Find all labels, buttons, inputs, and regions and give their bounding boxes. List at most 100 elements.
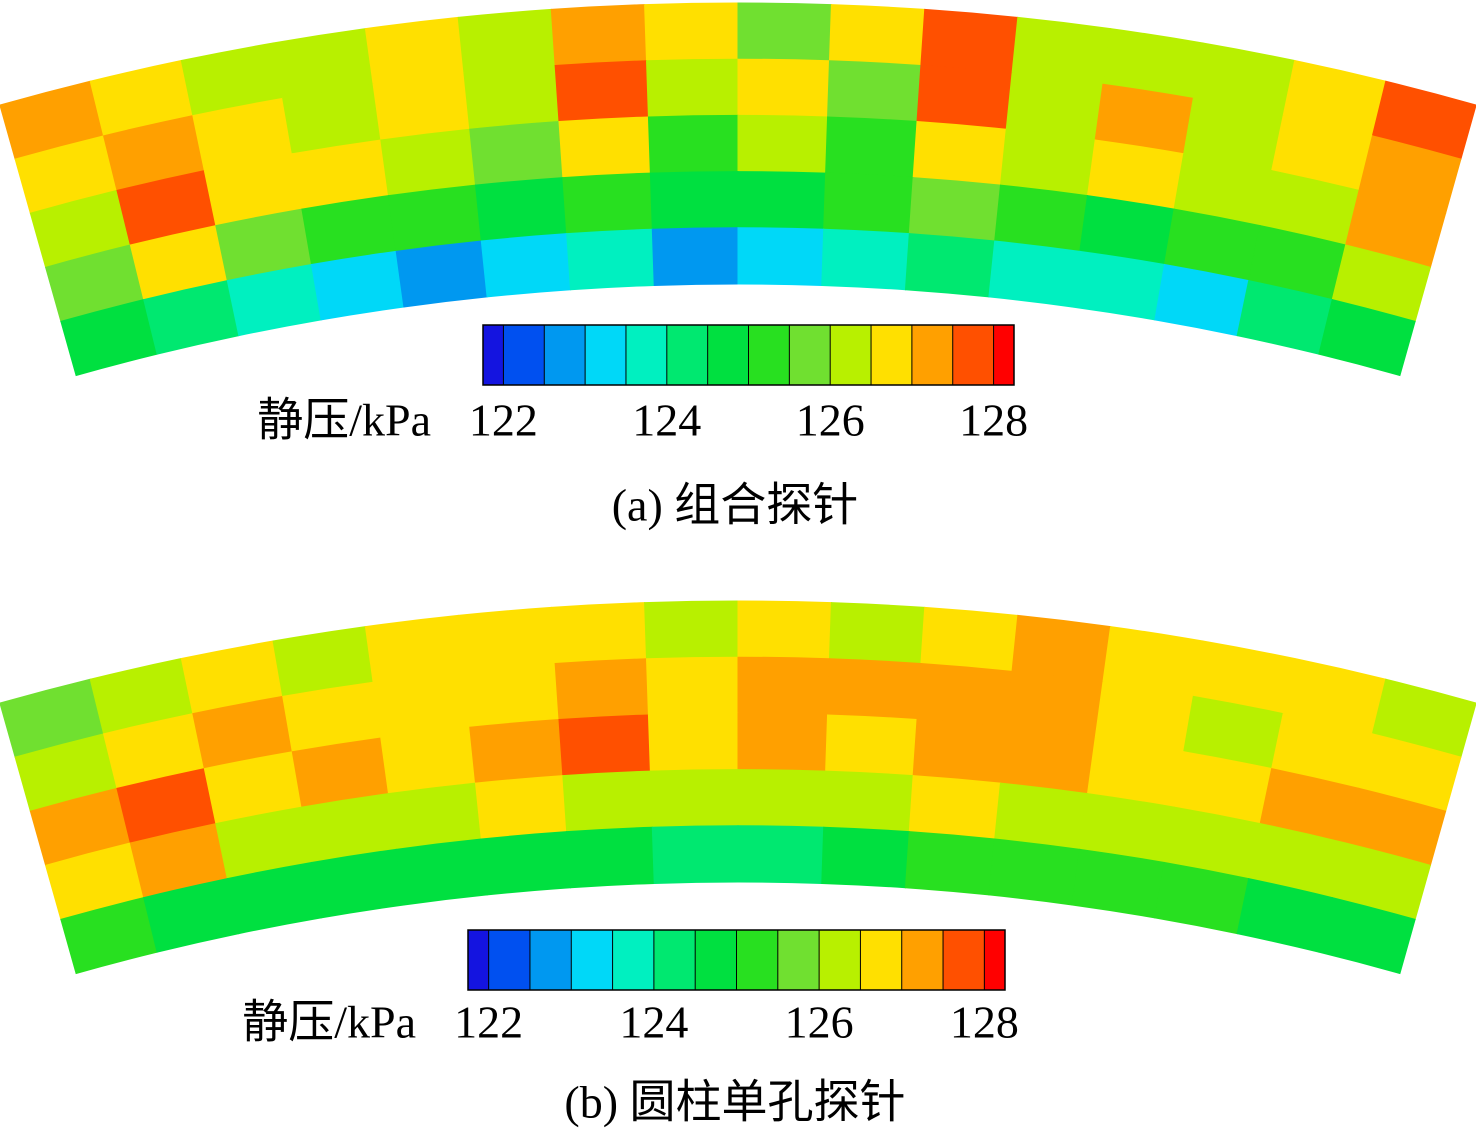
contour-cell	[737, 171, 827, 230]
colorbar-block	[625, 325, 667, 385]
contour-cell	[912, 121, 1007, 186]
contour-cell	[463, 662, 560, 728]
contour-cell	[380, 128, 477, 197]
contour-cell	[737, 600, 832, 660]
contour-cell	[823, 770, 914, 833]
contour-cell	[904, 233, 996, 298]
contour-cell	[828, 602, 926, 665]
contour-cell	[999, 726, 1096, 795]
contour-cell	[821, 228, 910, 291]
contour-cell	[916, 662, 1013, 728]
contour-cell	[994, 184, 1089, 252]
contour-cell	[457, 606, 556, 672]
contour-cell	[1011, 16, 1112, 85]
colorbar-block	[901, 930, 944, 990]
contour-cell	[1011, 614, 1112, 683]
colorbar-tick-label: 126	[796, 395, 865, 446]
contour-cell	[737, 114, 829, 174]
contour-cell	[644, 600, 739, 660]
contour-cell	[988, 838, 1081, 906]
colorbar-block	[777, 930, 820, 990]
contour-cell	[827, 60, 922, 123]
colorbar-block	[830, 325, 872, 385]
contour-plot	[0, 600, 1476, 975]
contour-cell	[647, 712, 739, 772]
contour-cell	[916, 64, 1013, 130]
contour-cell	[994, 782, 1089, 850]
contour-cell	[988, 240, 1081, 308]
contour-cell	[908, 177, 1002, 242]
contour-cell	[999, 128, 1096, 197]
contour-cell	[554, 60, 649, 123]
contour-plot	[0, 2, 1476, 377]
colorbar-block	[666, 325, 708, 385]
contour-cell	[737, 825, 825, 884]
contour-cell	[550, 602, 648, 665]
colorbar-block	[736, 930, 778, 990]
contour-cell	[821, 826, 910, 889]
colorbar-block	[544, 325, 586, 385]
colorbar-frame	[467, 929, 1006, 991]
contour-cell	[554, 658, 649, 721]
colorbar-frame	[482, 324, 1015, 386]
contour-cell	[644, 2, 739, 62]
contour-cell	[912, 719, 1007, 784]
colorbar-block	[503, 325, 545, 385]
colorbar-tick-label: 124	[632, 395, 701, 446]
colorbar-block	[695, 930, 737, 990]
contour-cell	[651, 825, 739, 884]
contour-cell	[469, 719, 564, 784]
contour-cell	[737, 712, 829, 772]
contour-cell	[904, 831, 996, 896]
contour-cell	[737, 769, 827, 828]
contour-cell	[651, 227, 739, 286]
colorbar-block	[707, 325, 749, 385]
contour-cell	[737, 227, 825, 286]
contour-cell	[908, 775, 1002, 840]
colorbar-block	[585, 325, 626, 385]
contour-cell	[645, 656, 739, 716]
contour-cell	[737, 58, 831, 118]
contour-cell	[480, 233, 572, 298]
caption: (b) 圆柱单孔探针	[564, 1077, 905, 1128]
contour-cell	[387, 782, 482, 850]
contour-cell	[364, 614, 465, 683]
colorbar-tick-label: 124	[619, 997, 688, 1048]
colorbar-block	[612, 930, 654, 990]
colorbar-block	[911, 325, 953, 385]
colorbar-block	[483, 325, 504, 385]
colorbar-block	[819, 930, 861, 990]
colorbar-tick-label: 128	[959, 395, 1028, 446]
colorbar-block	[468, 930, 489, 990]
contour-cell	[649, 171, 739, 230]
colorbar-block	[943, 930, 985, 990]
colorbar-block	[984, 930, 1005, 990]
contour-cell	[920, 606, 1019, 672]
colorbar-block	[529, 930, 572, 990]
contour-cell	[1318, 298, 1416, 377]
colorbar-block	[748, 325, 790, 385]
contour-cell	[372, 72, 471, 141]
colorbar-tick-label: 128	[950, 997, 1019, 1048]
contour-cell	[649, 769, 739, 828]
contour-cell	[825, 116, 918, 179]
contour-cell	[645, 58, 739, 118]
contour-cell	[387, 184, 482, 252]
contour-cell	[480, 831, 572, 896]
colorbar-block	[653, 930, 696, 990]
colorbar-block	[952, 325, 994, 385]
contour-cell	[1005, 72, 1104, 141]
colorbar-block	[789, 325, 831, 385]
contour-cell	[562, 770, 653, 833]
contour-cell	[364, 16, 465, 85]
contour-cell	[474, 775, 568, 840]
contour-cell	[737, 2, 832, 62]
contour-cell	[1318, 896, 1416, 975]
contour-cell	[737, 656, 831, 716]
contour-cell	[395, 838, 488, 906]
contour-cell	[474, 177, 568, 242]
contour-cell	[566, 228, 655, 291]
colorbar-block	[860, 930, 902, 990]
contour-cell	[372, 670, 471, 739]
